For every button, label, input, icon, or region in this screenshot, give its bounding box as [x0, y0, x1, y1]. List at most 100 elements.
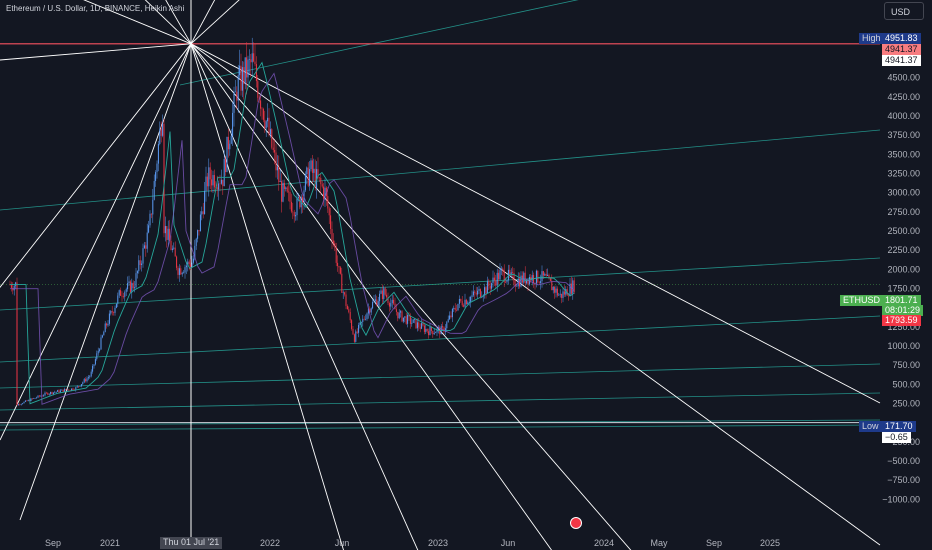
fan-line — [83, 0, 192, 45]
candle-body — [370, 308, 372, 313]
candle-body — [122, 296, 124, 297]
candle-body — [304, 174, 306, 191]
candle-body — [477, 290, 479, 295]
candle-body — [484, 287, 486, 296]
candle-body — [400, 311, 402, 313]
candle-body — [96, 353, 98, 360]
candle-body — [66, 389, 68, 391]
candle-body — [218, 183, 220, 190]
candle-body — [414, 319, 416, 320]
candle-body — [509, 269, 511, 275]
candle-body — [330, 215, 332, 229]
candle-body — [212, 175, 214, 186]
candle-body — [412, 319, 414, 323]
candle-body — [260, 100, 262, 109]
candle-body — [65, 389, 67, 390]
time-tick-label: Jun — [335, 538, 350, 548]
candle-body — [457, 303, 459, 311]
candle-body — [491, 283, 493, 289]
candle-body — [318, 177, 320, 179]
candle-body — [164, 226, 166, 234]
candle-body — [241, 67, 243, 91]
price-tick-label: 3750.00 — [887, 130, 920, 140]
moving-average-line — [10, 61, 575, 405]
candle-body — [310, 160, 312, 170]
candle-body — [379, 293, 381, 302]
crosshair-time-label: Thu 01 Jul '21 — [160, 537, 223, 549]
candle-body — [443, 327, 445, 332]
candle-body — [146, 232, 148, 249]
time-tick-label: 2024 — [594, 538, 614, 548]
candle-body — [353, 334, 355, 342]
countdown-tag: 08:01:29 — [882, 305, 924, 316]
currency-button[interactable]: USD — [884, 2, 924, 20]
candle-body — [423, 325, 425, 332]
candle-body — [68, 389, 70, 391]
candle-body — [393, 299, 395, 304]
low-label: Low — [859, 421, 882, 432]
candle-body — [348, 309, 350, 313]
candle-body — [351, 320, 353, 329]
candle-body — [418, 322, 420, 328]
candle-body — [499, 270, 501, 280]
candle-body — [444, 328, 446, 332]
candle-body — [430, 326, 432, 331]
candle-body — [572, 280, 574, 294]
candle-body — [177, 267, 179, 275]
candle-body — [156, 163, 158, 173]
price-tick-label: −1000.00 — [882, 494, 920, 504]
candle-body — [519, 278, 521, 287]
candle-body — [128, 281, 130, 284]
price-tick-label: 750.00 — [892, 360, 920, 370]
candle-body — [549, 278, 551, 281]
candle-body — [464, 299, 466, 307]
fan-line — [0, 43, 192, 61]
candle-body — [87, 377, 89, 379]
candle-body — [295, 215, 297, 217]
candle-body — [520, 275, 522, 287]
candle-body — [439, 327, 441, 335]
candle-body — [404, 316, 406, 318]
candle-body — [397, 311, 399, 319]
candle-body — [265, 121, 267, 129]
candle-body — [159, 128, 161, 145]
candle-body — [237, 75, 239, 101]
fan-line — [190, 0, 216, 45]
candle-body — [190, 264, 192, 267]
price-tick-label: 4500.00 — [887, 73, 920, 83]
candle-body — [183, 272, 185, 274]
candle-body — [386, 294, 388, 298]
candle-body — [495, 280, 497, 286]
candle-body — [108, 313, 110, 324]
candle-body — [117, 295, 119, 304]
candle-body — [233, 91, 235, 113]
candle-body — [502, 268, 504, 271]
candle-body — [334, 242, 336, 248]
us-flag-event-icon[interactable] — [570, 517, 582, 529]
candle-body — [111, 311, 113, 313]
hline-value-bottom-tag: 4941.37 — [882, 55, 921, 66]
candle-body — [279, 181, 281, 183]
candle-body — [493, 277, 495, 281]
candle-body — [90, 371, 92, 377]
low-value-tag: 171.70 — [882, 421, 916, 432]
candle-body — [360, 321, 362, 323]
candle-body — [296, 198, 298, 216]
candle-body — [335, 247, 337, 263]
candle-body — [187, 261, 189, 266]
candle-body — [223, 158, 225, 187]
candle-body — [316, 169, 318, 188]
time-tick-label: May — [650, 538, 668, 548]
candle-body — [59, 390, 61, 393]
candle-body — [134, 287, 136, 289]
candle-body — [286, 187, 288, 192]
candle-body — [317, 169, 319, 178]
candle-body — [16, 282, 18, 406]
price-tick-label: 2750.00 — [887, 207, 920, 217]
candle-body — [10, 284, 12, 289]
candle-body — [176, 256, 178, 268]
candle-body — [524, 272, 526, 284]
price-tick-label: 3000.00 — [887, 188, 920, 198]
candle-body — [93, 364, 95, 366]
